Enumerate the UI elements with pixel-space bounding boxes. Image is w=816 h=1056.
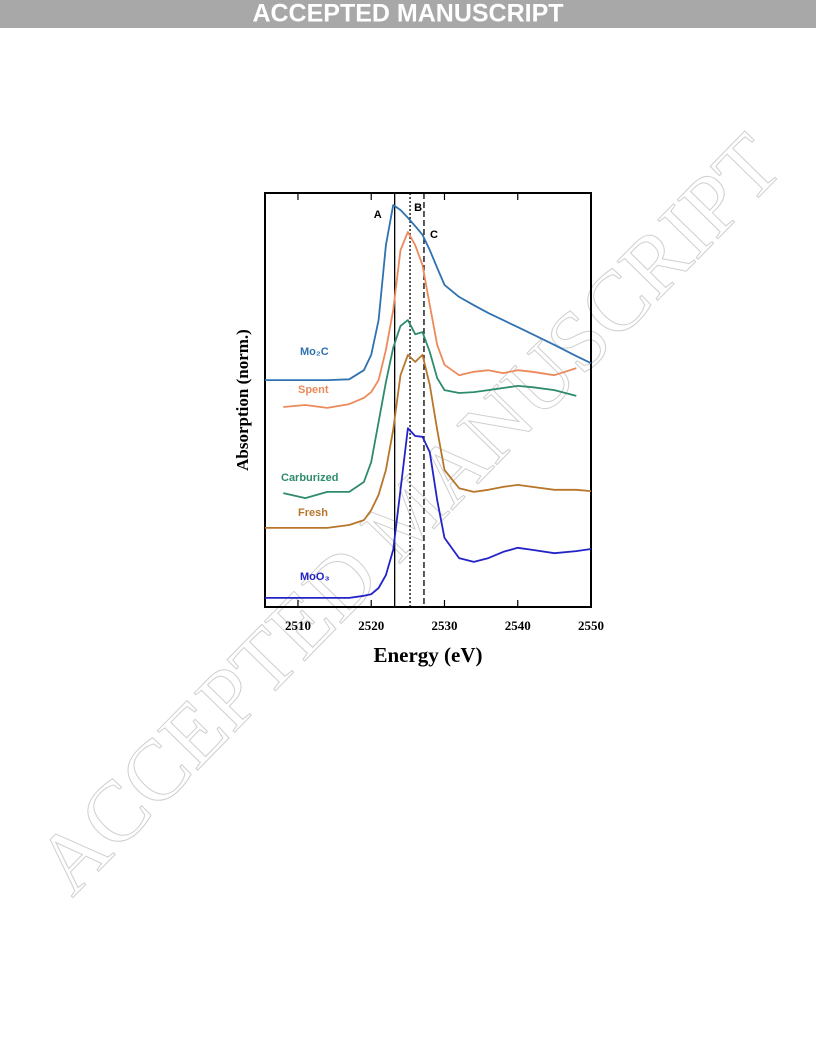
x-tick-label: 2530 — [431, 618, 457, 633]
series-label: Fresh — [298, 507, 328, 519]
series-label: Mo₂C — [300, 346, 329, 358]
series-line — [283, 231, 577, 409]
x-tick-label: 2510 — [285, 618, 311, 633]
reference-label: B — [414, 202, 422, 214]
chart: 2510 2520 2530 2540 2550 A B C Mo₂C Spent Carburiz… — [264, 192, 604, 633]
x-tick-label: 2540 — [505, 618, 531, 633]
series-label: Carburized — [281, 472, 338, 484]
series-line — [265, 427, 592, 599]
reference-label: C — [430, 229, 438, 241]
banner-text: ACCEPTED MANUSCRIPT — [252, 0, 563, 28]
y-axis-title: Absorption (norm.) — [233, 329, 252, 471]
reference-label: A — [374, 209, 382, 221]
series-label: MoO₃ — [300, 571, 330, 583]
watermark: ACCEPTED MANUSCRIPT — [17, 115, 799, 911]
banner-bar — [0, 0, 816, 28]
x-tick-label: 2520 — [358, 618, 384, 633]
plot-frame — [264, 192, 592, 608]
series-line — [283, 319, 577, 499]
series-line — [265, 204, 592, 381]
x-axis-title: Energy (eV) — [373, 643, 482, 667]
series-label: Spent — [298, 384, 329, 396]
series-line — [265, 354, 592, 529]
x-tick-label: 2550 — [578, 618, 604, 633]
